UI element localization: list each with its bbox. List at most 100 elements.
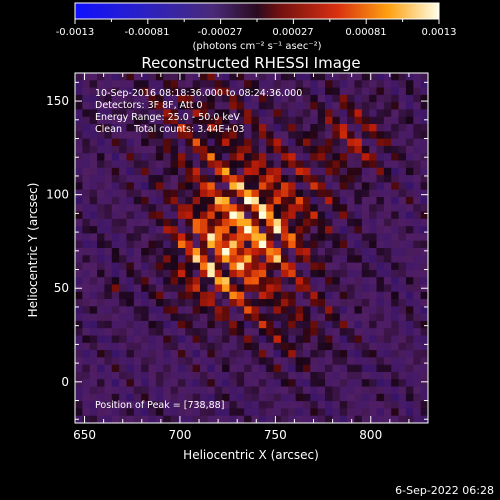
heatmap-cell [383,167,392,176]
heatmap-cell [192,415,201,423]
heatmap-cell [126,240,135,249]
heatmap-cell [391,145,399,154]
heatmap-cell [339,306,348,315]
heatmap-cell [266,335,274,344]
heatmap-cell [141,255,149,263]
heatmap-cell [148,131,157,140]
heatmap-cell [244,401,252,409]
heatmap-cell [354,248,363,256]
heatmap-cell [405,313,414,322]
heatmap-cell [163,320,171,329]
heatmap-cell [302,284,311,293]
heatmap-cell [155,401,164,409]
heatmap-cell [200,415,208,423]
heatmap-cell [369,364,377,373]
heatmap-cell [192,80,201,88]
heatmap-cell [266,138,274,147]
heatmap-cell [200,124,208,132]
heatmap-cell [413,145,422,154]
heatmap-cell [273,357,282,366]
heatmap-cell [413,342,422,351]
heatmap-cell [398,291,407,300]
heatmap-cell [383,408,392,417]
heatmap-cell [244,328,252,336]
heatmap-cell [222,328,230,336]
heatmap-cell [347,269,355,278]
heatmap-cell [413,320,422,329]
heatmap-cell [236,255,245,263]
heatmap-cell [273,196,282,205]
heatmap-cell [185,189,194,198]
heatmap-cell [75,386,83,395]
heatmap-cell [302,415,311,423]
heatmap-cell [82,364,91,373]
heatmap-cell [302,277,311,285]
heatmap-cell [126,255,135,263]
heatmap-cell [82,109,91,118]
heatmap-cell [347,94,355,103]
heatmap-cell [97,371,105,380]
heatmap-cell [266,211,274,220]
heatmap-cell [332,189,341,198]
heatmap-cell [347,175,355,183]
heatmap-cell [383,284,392,293]
heatmap-cell [383,233,392,242]
heatmap-cell [273,145,282,154]
heatmap-cell [266,277,274,285]
heatmap-cell [251,255,260,263]
heatmap-cell [214,342,223,351]
heatmap-cell [119,379,127,387]
heatmap-cell [177,80,186,88]
heatmap-cell [97,204,105,212]
heatmap-cell [89,116,98,125]
heatmap-cell [97,291,105,300]
heatmap-cell [185,277,194,285]
heatmap-cell [104,350,113,358]
heatmap-cell [317,379,326,387]
heatmap-cell [214,357,223,366]
heatmap-cell [361,408,370,417]
heatmap-cell [258,153,267,161]
heatmap-cell [104,167,113,176]
heatmap-cell [258,335,267,344]
heatmap-cell [133,364,142,373]
heatmap-cell [97,160,105,169]
heatmap-cell [280,408,289,417]
heatmap-cell [133,131,142,140]
annotation-detectors: Detectors: 3F 8F, Att 0 [95,100,203,111]
heatmap-cell [317,255,326,263]
heatmap-cell [251,291,260,300]
heatmap-cell [302,350,311,358]
heatmap-cell [155,87,164,96]
heatmap-cell [405,306,414,315]
heatmap-cell [111,401,120,409]
heatmap-cell [119,313,127,322]
heatmap-cell [398,116,407,125]
heatmap-cell [148,175,157,183]
heatmap-cell [82,124,91,132]
heatmap-cell [126,80,135,88]
heatmap-cell [207,240,216,249]
heatmap-cell [266,248,274,256]
heatmap-cell [413,102,422,110]
heatmap-cell [222,255,230,263]
heatmap-cell [148,313,157,322]
heatmap-cell [251,124,260,132]
heatmap-cell [192,87,201,96]
heatmap-cell [295,415,304,423]
heatmap-cell [148,109,157,118]
heatmap-cell [229,211,238,220]
heatmap-cell [398,269,407,278]
heatmap-cell [236,248,245,256]
heatmap-cell [75,357,83,366]
heatmap-cell [126,408,135,417]
heatmap-cell [244,196,252,205]
heatmap-cell [288,342,297,351]
heatmap-cell [119,328,127,336]
heatmap-cell [222,262,230,271]
heatmap-cell [104,379,113,387]
heatmap-cell [369,386,377,395]
heatmap-cell [251,94,260,103]
heatmap-cell [332,350,341,358]
heatmap-cell [133,73,142,81]
